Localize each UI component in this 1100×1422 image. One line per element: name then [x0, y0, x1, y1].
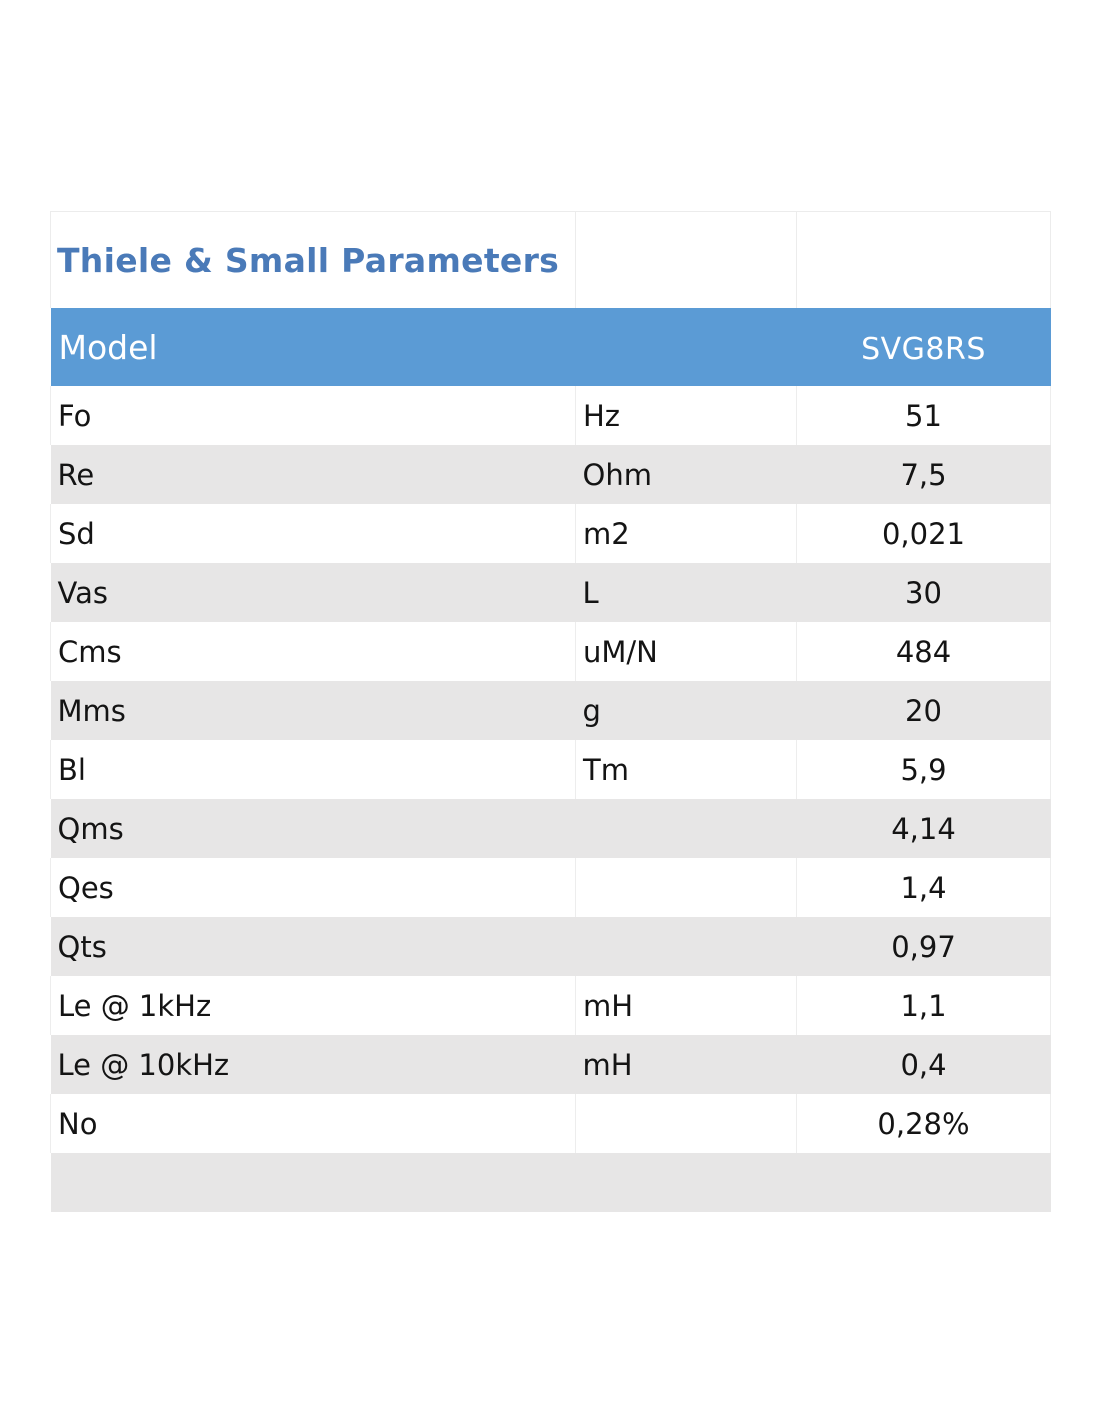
table-row: Qts 0,97	[50, 917, 1051, 976]
table-row: Fo Hz 51	[50, 386, 1051, 445]
parameter-name: Bl	[50, 740, 576, 799]
parameter-value: 1,1	[796, 976, 1051, 1035]
parameter-name: Mms	[50, 681, 576, 740]
parameter-value: 484	[796, 622, 1051, 681]
empty-cell	[50, 1153, 576, 1212]
parameter-name: Vas	[50, 563, 576, 622]
empty-row	[50, 1153, 1051, 1212]
parameter-value: 0,021	[796, 504, 1051, 563]
parameter-value: 7,5	[796, 445, 1051, 504]
table-row: Qes 1,4	[50, 858, 1051, 917]
parameter-unit: g	[575, 681, 797, 740]
table-row: Sd m2 0,021	[50, 504, 1051, 563]
empty-cell	[575, 1153, 797, 1212]
parameter-value: 1,4	[796, 858, 1051, 917]
parameter-value: 51	[796, 386, 1051, 445]
header-row: Model SVG8RS	[50, 308, 1051, 386]
parameter-name: Sd	[50, 504, 576, 563]
parameter-unit: mH	[575, 1035, 797, 1094]
table-title: Thiele & Small Parameters	[50, 211, 576, 308]
parameter-value: 5,9	[796, 740, 1051, 799]
empty-cell	[796, 1153, 1051, 1212]
table-row: Le @ 1kHz mH 1,1	[50, 976, 1051, 1035]
parameter-value: 4,14	[796, 799, 1051, 858]
parameter-unit	[575, 858, 797, 917]
parameter-unit	[575, 1094, 797, 1153]
table-row: No 0,28%	[50, 1094, 1051, 1153]
parameter-name: No	[50, 1094, 576, 1153]
header-model-label: Model	[50, 308, 576, 386]
title-empty-cell	[575, 211, 797, 308]
parameter-name: Fo	[50, 386, 576, 445]
table-row: Vas L 30	[50, 563, 1051, 622]
parameter-unit: L	[575, 563, 797, 622]
parameter-value: 30	[796, 563, 1051, 622]
table-row: Bl Tm 5,9	[50, 740, 1051, 799]
table-row: Re Ohm 7,5	[50, 445, 1051, 504]
parameter-unit: m2	[575, 504, 797, 563]
parameter-unit: mH	[575, 976, 797, 1035]
thiele-small-table: Thiele & Small Parameters Model SVG8RS F…	[50, 211, 1051, 1212]
parameter-name: Qes	[50, 858, 576, 917]
parameter-value: 0,4	[796, 1035, 1051, 1094]
parameter-unit: Hz	[575, 386, 797, 445]
header-model-name: SVG8RS	[796, 308, 1051, 386]
title-row: Thiele & Small Parameters	[50, 211, 1051, 308]
parameter-value: 0,28%	[796, 1094, 1051, 1153]
parameter-name: Qms	[50, 799, 576, 858]
parameter-unit	[575, 799, 797, 858]
parameter-name: Qts	[50, 917, 576, 976]
header-unit-cell	[575, 308, 797, 386]
parameter-unit	[575, 917, 797, 976]
parameter-unit: uM/N	[575, 622, 797, 681]
parameter-name: Re	[50, 445, 576, 504]
parameter-unit: Ohm	[575, 445, 797, 504]
parameter-value: 20	[796, 681, 1051, 740]
parameter-value: 0,97	[796, 917, 1051, 976]
table-row: Qms 4,14	[50, 799, 1051, 858]
table-row: Cms uM/N 484	[50, 622, 1051, 681]
parameter-name: Le @ 1kHz	[50, 976, 576, 1035]
parameter-name: Cms	[50, 622, 576, 681]
parameter-name: Le @ 10kHz	[50, 1035, 576, 1094]
table-row: Le @ 10kHz mH 0,4	[50, 1035, 1051, 1094]
title-empty-cell	[796, 211, 1051, 308]
table-row: Mms g 20	[50, 681, 1051, 740]
parameter-unit: Tm	[575, 740, 797, 799]
